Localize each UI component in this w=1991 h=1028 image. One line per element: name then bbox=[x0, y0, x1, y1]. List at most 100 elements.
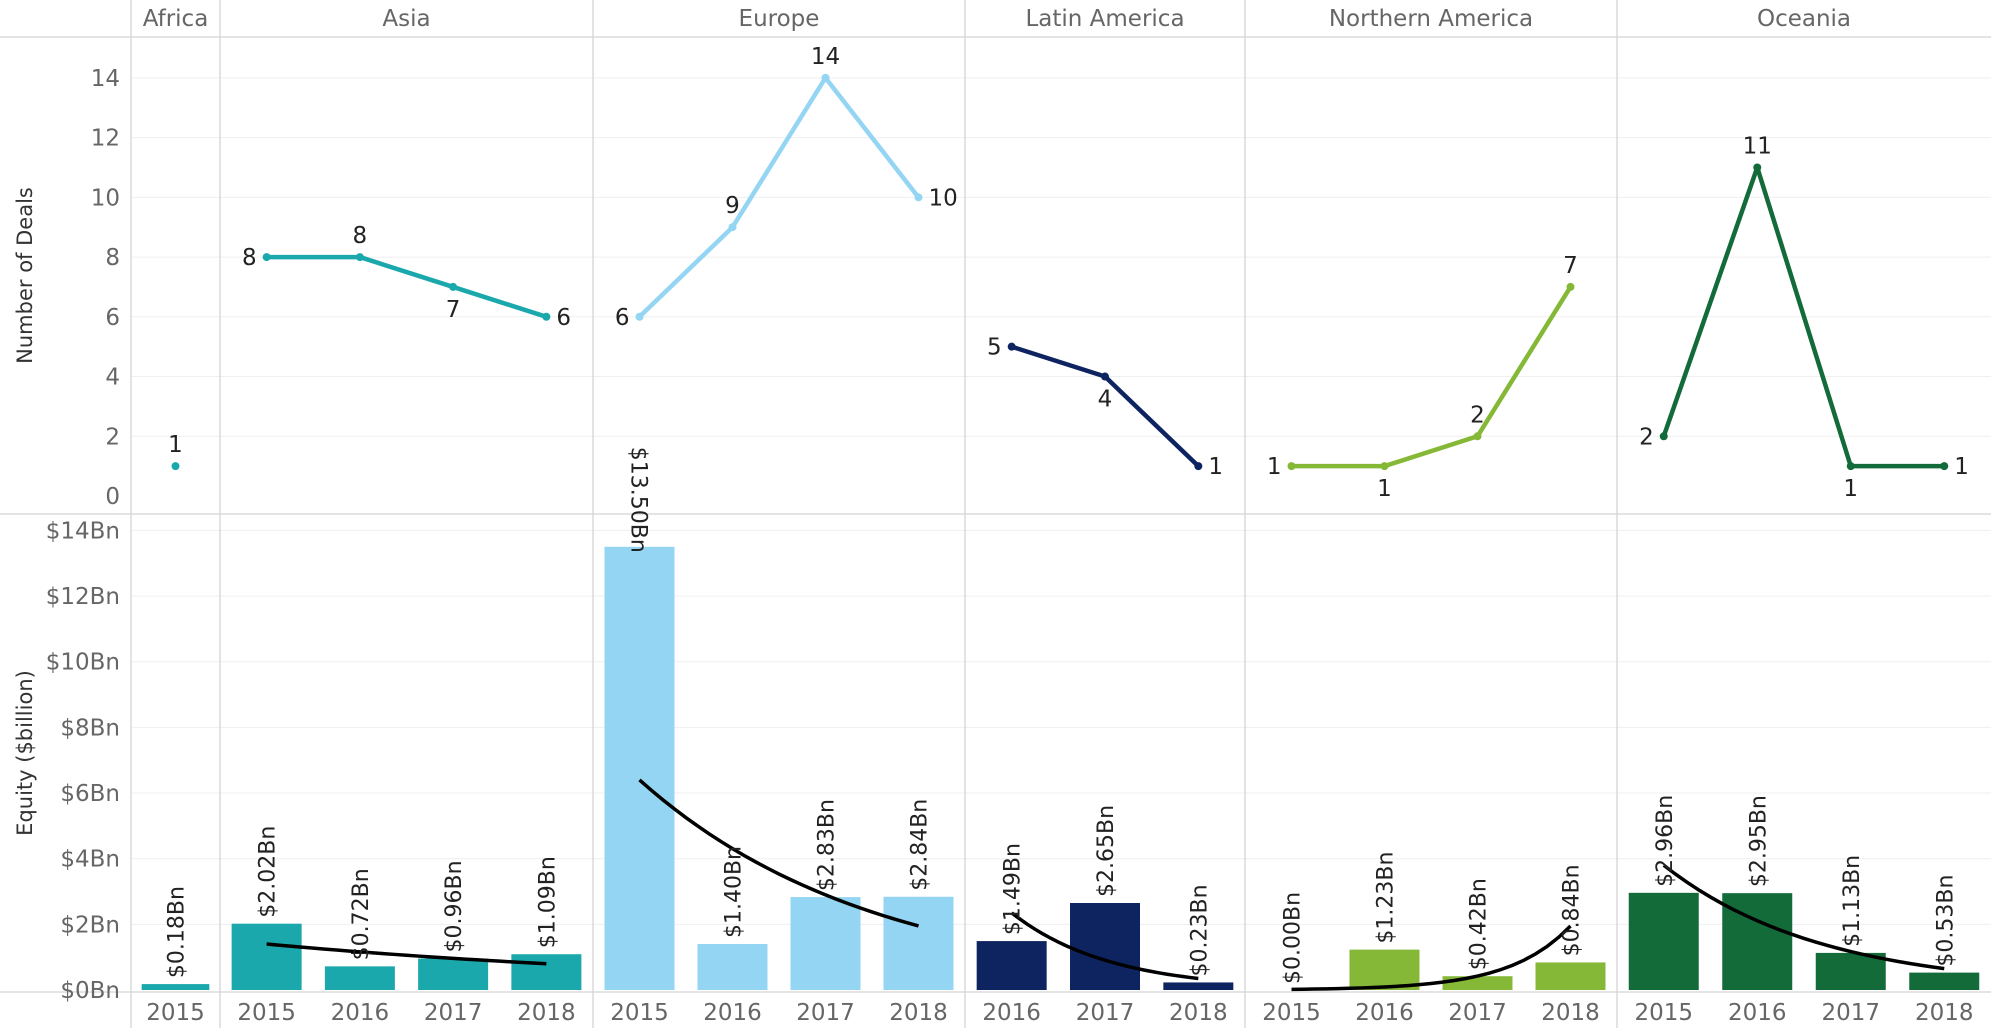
deals-value-label: 7 bbox=[446, 297, 461, 323]
equity-trend-line bbox=[1010, 911, 1199, 981]
deals-value-label: 1 bbox=[1267, 454, 1282, 480]
deals-point bbox=[821, 73, 830, 82]
deals-point bbox=[355, 253, 364, 262]
equity-value-label: $2.83Bn bbox=[815, 799, 840, 891]
equity-bar bbox=[1628, 892, 1699, 990]
equity-value-label: $1.13Bn bbox=[1840, 855, 1865, 947]
year-tick-label: 2018 bbox=[889, 1000, 948, 1026]
deals-point bbox=[1846, 462, 1855, 471]
equity-bar bbox=[1909, 972, 1980, 990]
deals-point bbox=[1940, 462, 1949, 471]
equity-value-label: $1.49Bn bbox=[1001, 843, 1026, 935]
year-tick-label: 2015 bbox=[1262, 1000, 1321, 1026]
equity-value-label: $2.84Bn bbox=[908, 799, 933, 891]
region-label-asia: Asia bbox=[382, 6, 430, 32]
year-tick-label: 2018 bbox=[1541, 1000, 1600, 1026]
year-tick-label: 2015 bbox=[1634, 1000, 1693, 1026]
year-tick-label: 2018 bbox=[1169, 1000, 1228, 1026]
deals-line-northern-america bbox=[1291, 285, 1573, 469]
equity-tick-label: $0Bn bbox=[60, 978, 120, 1004]
deals-point bbox=[449, 282, 458, 291]
equity-trend-line bbox=[266, 942, 547, 966]
deals-value-label: 8 bbox=[353, 223, 368, 249]
equity-bar bbox=[790, 897, 861, 990]
year-tick-label: 2018 bbox=[1915, 1000, 1974, 1026]
year-tick-label: 2015 bbox=[237, 1000, 296, 1026]
deals-value-label: 2 bbox=[1470, 402, 1485, 428]
chart-marks bbox=[141, 73, 1980, 992]
region-label-northern-america: Northern America bbox=[1329, 6, 1533, 32]
equity-value-label: $1.09Bn bbox=[535, 856, 560, 948]
deals-point bbox=[171, 462, 180, 471]
equity-bar bbox=[1442, 976, 1513, 990]
deals-value-label: 14 bbox=[811, 44, 840, 70]
year-tick-label: 2017 bbox=[424, 1000, 483, 1026]
equity-value-label: $1.23Bn bbox=[1374, 852, 1399, 944]
year-tick-label: 2015 bbox=[146, 1000, 205, 1026]
deals-point bbox=[1380, 462, 1389, 471]
year-tick-label: 2016 bbox=[982, 1000, 1041, 1026]
deals-point bbox=[542, 312, 551, 321]
deals-tick-label: 8 bbox=[105, 245, 120, 271]
equity-value-label: $0.72Bn bbox=[349, 868, 374, 960]
deals-value-label: 1 bbox=[168, 432, 183, 458]
equity-bar bbox=[1815, 952, 1886, 990]
equity-bar bbox=[324, 966, 395, 990]
equity-trend-line bbox=[1662, 863, 1945, 971]
year-tick-label: 2016 bbox=[1355, 1000, 1414, 1026]
deals-point bbox=[1473, 432, 1482, 441]
region-label-latin-america: Latin America bbox=[1025, 6, 1184, 32]
equity-value-label: $0.84Bn bbox=[1560, 864, 1585, 956]
year-tick-label: 2017 bbox=[1076, 1000, 1135, 1026]
deals-value-label: 1 bbox=[1377, 476, 1392, 502]
deals-point bbox=[1753, 163, 1762, 172]
deals-point bbox=[635, 312, 644, 321]
equity-value-label: $0.96Bn bbox=[442, 860, 467, 952]
deals-value-label: 1 bbox=[1208, 454, 1223, 480]
deals-value-label: 9 bbox=[725, 193, 740, 219]
deals-point bbox=[1007, 342, 1016, 351]
equity-value-label: $0.42Bn bbox=[1467, 878, 1492, 970]
equity-tick-label: $12Bn bbox=[46, 584, 120, 610]
deals-tick-label: 4 bbox=[105, 365, 120, 391]
year-tick-label: 2018 bbox=[517, 1000, 576, 1026]
deals-point bbox=[262, 253, 271, 262]
equity-value-label: $13.50Bn bbox=[626, 447, 651, 553]
gridlines bbox=[131, 77, 1991, 925]
equity-value-label: $2.02Bn bbox=[256, 826, 281, 918]
deals-tick-label: 10 bbox=[91, 185, 120, 211]
equity-bar bbox=[1070, 903, 1140, 990]
year-tick-label: 2016 bbox=[1728, 1000, 1787, 1026]
equity-bar bbox=[1535, 962, 1606, 990]
deals-value-label: 1 bbox=[1954, 454, 1969, 480]
deals-value-label: 6 bbox=[615, 305, 630, 331]
deals-value-label: 6 bbox=[556, 305, 571, 331]
deals-point bbox=[1566, 282, 1575, 291]
equity-tick-label: $4Bn bbox=[60, 847, 120, 873]
deals-value-label: 2 bbox=[1639, 424, 1654, 450]
deals-point bbox=[1101, 372, 1109, 381]
equity-bar bbox=[883, 896, 954, 990]
deals-line-asia bbox=[266, 254, 548, 319]
region-label-europe: Europe bbox=[739, 6, 820, 32]
region-label-africa: Africa bbox=[143, 6, 209, 32]
equity-value-label: $1.40Bn bbox=[722, 846, 747, 938]
equity-tick-label: $6Bn bbox=[60, 781, 120, 807]
equity-value-label: $0.53Bn bbox=[1933, 875, 1958, 967]
year-tick-label: 2015 bbox=[610, 1000, 669, 1026]
equity-tick-label: $10Bn bbox=[46, 650, 120, 676]
equity-bar bbox=[697, 944, 768, 990]
deals-point bbox=[914, 193, 923, 202]
equity-bar bbox=[604, 546, 675, 990]
equity-tick-label: $14Bn bbox=[46, 518, 120, 544]
equity-bar bbox=[511, 954, 582, 990]
deals-point bbox=[1287, 462, 1296, 471]
equity-value-label: $2.65Bn bbox=[1094, 805, 1119, 897]
equity-value-label: $0.18Bn bbox=[165, 886, 190, 978]
equity-bar bbox=[1349, 949, 1420, 990]
deals-tick-label: 0 bbox=[105, 484, 120, 510]
deals-tick-label: 12 bbox=[91, 126, 120, 152]
equity-bar bbox=[976, 941, 1047, 990]
